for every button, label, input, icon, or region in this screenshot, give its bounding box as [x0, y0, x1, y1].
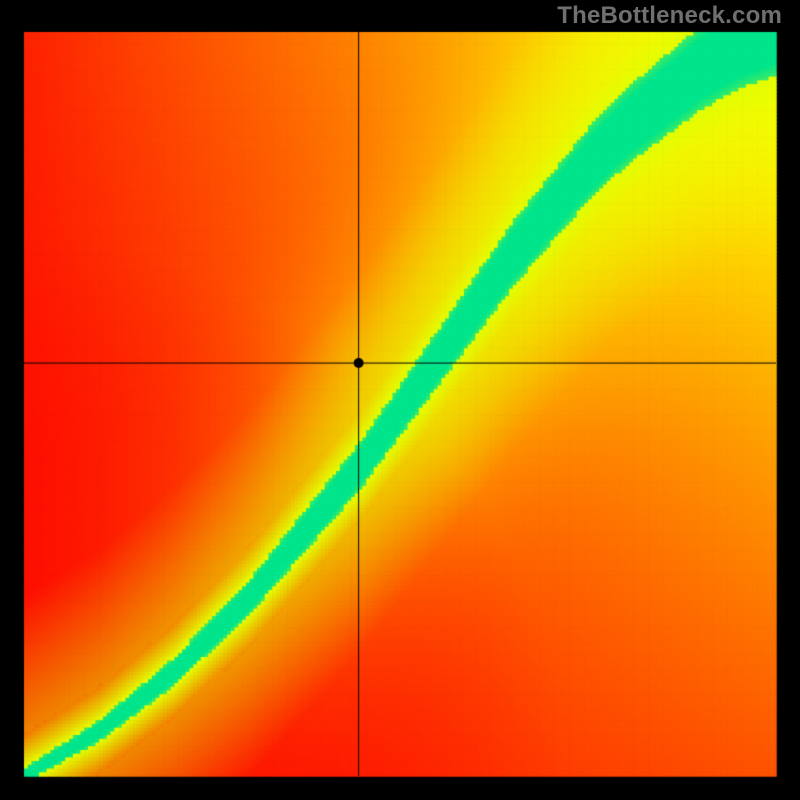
watermark-label: TheBottleneck.com [557, 2, 782, 30]
bottleneck-heatmap [0, 0, 800, 800]
